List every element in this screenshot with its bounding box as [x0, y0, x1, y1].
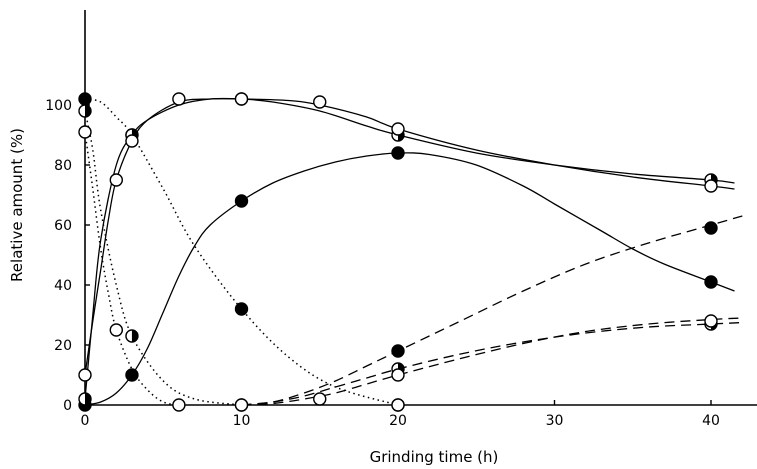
x-tick-label: 30 [546, 413, 564, 429]
series-6-open-marker [234, 92, 249, 106]
series-4-filled-marker [234, 194, 249, 208]
series-7-filled-marker [391, 344, 405, 358]
series-1-dotted-curve [84, 98, 399, 406]
series-6-solid-curve [84, 98, 735, 376]
series-7-dashed-curve [241, 215, 743, 406]
series-3-open-marker [78, 125, 92, 139]
y-tick-label: 100 [45, 98, 72, 114]
x-tick-label: 10 [233, 413, 251, 429]
y-tick-label: 60 [54, 218, 72, 234]
series-6-open-marker [109, 173, 124, 187]
y-axis-title: Relative amount (%) [8, 128, 26, 282]
x-axis-title: Grinding time (h) [370, 448, 499, 466]
series-9-open-marker [391, 368, 405, 382]
series-7-filled-marker [704, 221, 718, 235]
series-6-open-marker [78, 368, 92, 382]
series-6-open-marker [313, 95, 327, 109]
y-tick-label: 0 [63, 398, 72, 414]
series-3-open-marker [234, 398, 249, 412]
series-1-filled-marker [78, 92, 92, 106]
series-6-open-marker [172, 92, 186, 106]
x-tick-label: 20 [389, 413, 407, 429]
series-6-open-marker [391, 122, 405, 136]
y-ticks: 0 20 40 60 80 100 [45, 98, 90, 414]
series-2-half-marker [125, 329, 139, 343]
series-6-open-marker [125, 134, 139, 148]
series-3-open-marker [109, 323, 124, 337]
series-4-filled-marker [391, 146, 405, 160]
y-tick-label: 80 [54, 158, 72, 174]
series-3-open-marker [391, 398, 405, 412]
series-5-solid-curve [84, 97, 735, 400]
series-3-open-marker [172, 398, 186, 412]
x-ticks: 0 10 20 30 40 [81, 400, 720, 429]
series-9-dashed-curve [241, 317, 743, 406]
x-tick-label: 40 [702, 413, 720, 429]
axes [84, 10, 757, 406]
y-tick-label: 40 [54, 278, 72, 294]
series-1-filled-marker [234, 302, 249, 316]
series-4-filled-marker [125, 368, 139, 382]
x-tick-label: 0 [81, 413, 90, 429]
series-8-dashed-curve [241, 321, 743, 406]
curves [84, 97, 743, 406]
series-3-open-marker [313, 392, 327, 406]
series-4-filled-marker [704, 275, 718, 289]
series-9-open-marker [704, 314, 718, 328]
series-2-dotted-curve [84, 110, 242, 406]
series-6-open-marker [704, 179, 718, 193]
y-tick-label: 20 [54, 338, 72, 354]
markers [78, 92, 718, 412]
series-4-solid-curve [84, 152, 735, 406]
series-3-dotted-curve [84, 131, 180, 406]
series-5-half-marker [78, 392, 92, 406]
series-2-half-marker [78, 104, 92, 118]
